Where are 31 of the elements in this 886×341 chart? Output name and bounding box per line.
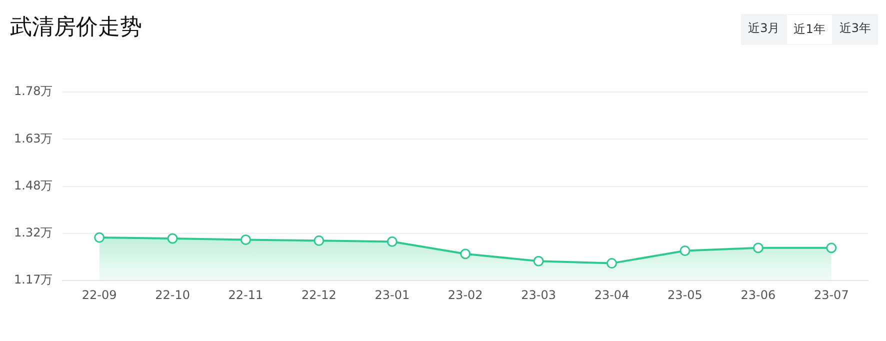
point: [94, 232, 105, 243]
y-tick-label: 1.63万: [14, 131, 53, 146]
x-tick-label: 22-11: [228, 288, 264, 302]
text: 近3月: [747, 20, 781, 37]
x-tick-label: 22-12: [302, 288, 336, 302]
x-tick-label: 23-05: [668, 288, 702, 302]
x-tick-label: 23-02: [448, 288, 483, 302]
point: [240, 234, 251, 245]
point: [606, 258, 618, 269]
x-tick-label: 22-10: [155, 288, 190, 302]
point: [533, 256, 544, 266]
x-tick-label: 23-06: [740, 288, 776, 302]
x-tick-label: 23-07: [814, 288, 849, 302]
point: [386, 236, 398, 247]
point: [167, 233, 178, 244]
text: 近3年: [838, 20, 872, 37]
y-tick-label: 1.17万: [14, 272, 53, 287]
x-tick-label: 23-04: [594, 288, 630, 302]
x-tick-label: 22-09: [82, 288, 117, 302]
y-tick-label: 1.78万: [14, 84, 53, 98]
point: [314, 235, 324, 246]
point: [826, 242, 837, 254]
point: [752, 242, 764, 254]
y-tick-label: 1.32万: [14, 226, 53, 240]
x-tick-label: 23-03: [521, 288, 556, 302]
text: 近1年: [786, 15, 832, 44]
y-tick-label: 1.48万: [14, 178, 53, 192]
point: [680, 245, 690, 256]
x-tick-label: 23-01: [374, 288, 410, 302]
point: [460, 248, 471, 260]
chart-title: 武清房价走势: [10, 14, 142, 42]
